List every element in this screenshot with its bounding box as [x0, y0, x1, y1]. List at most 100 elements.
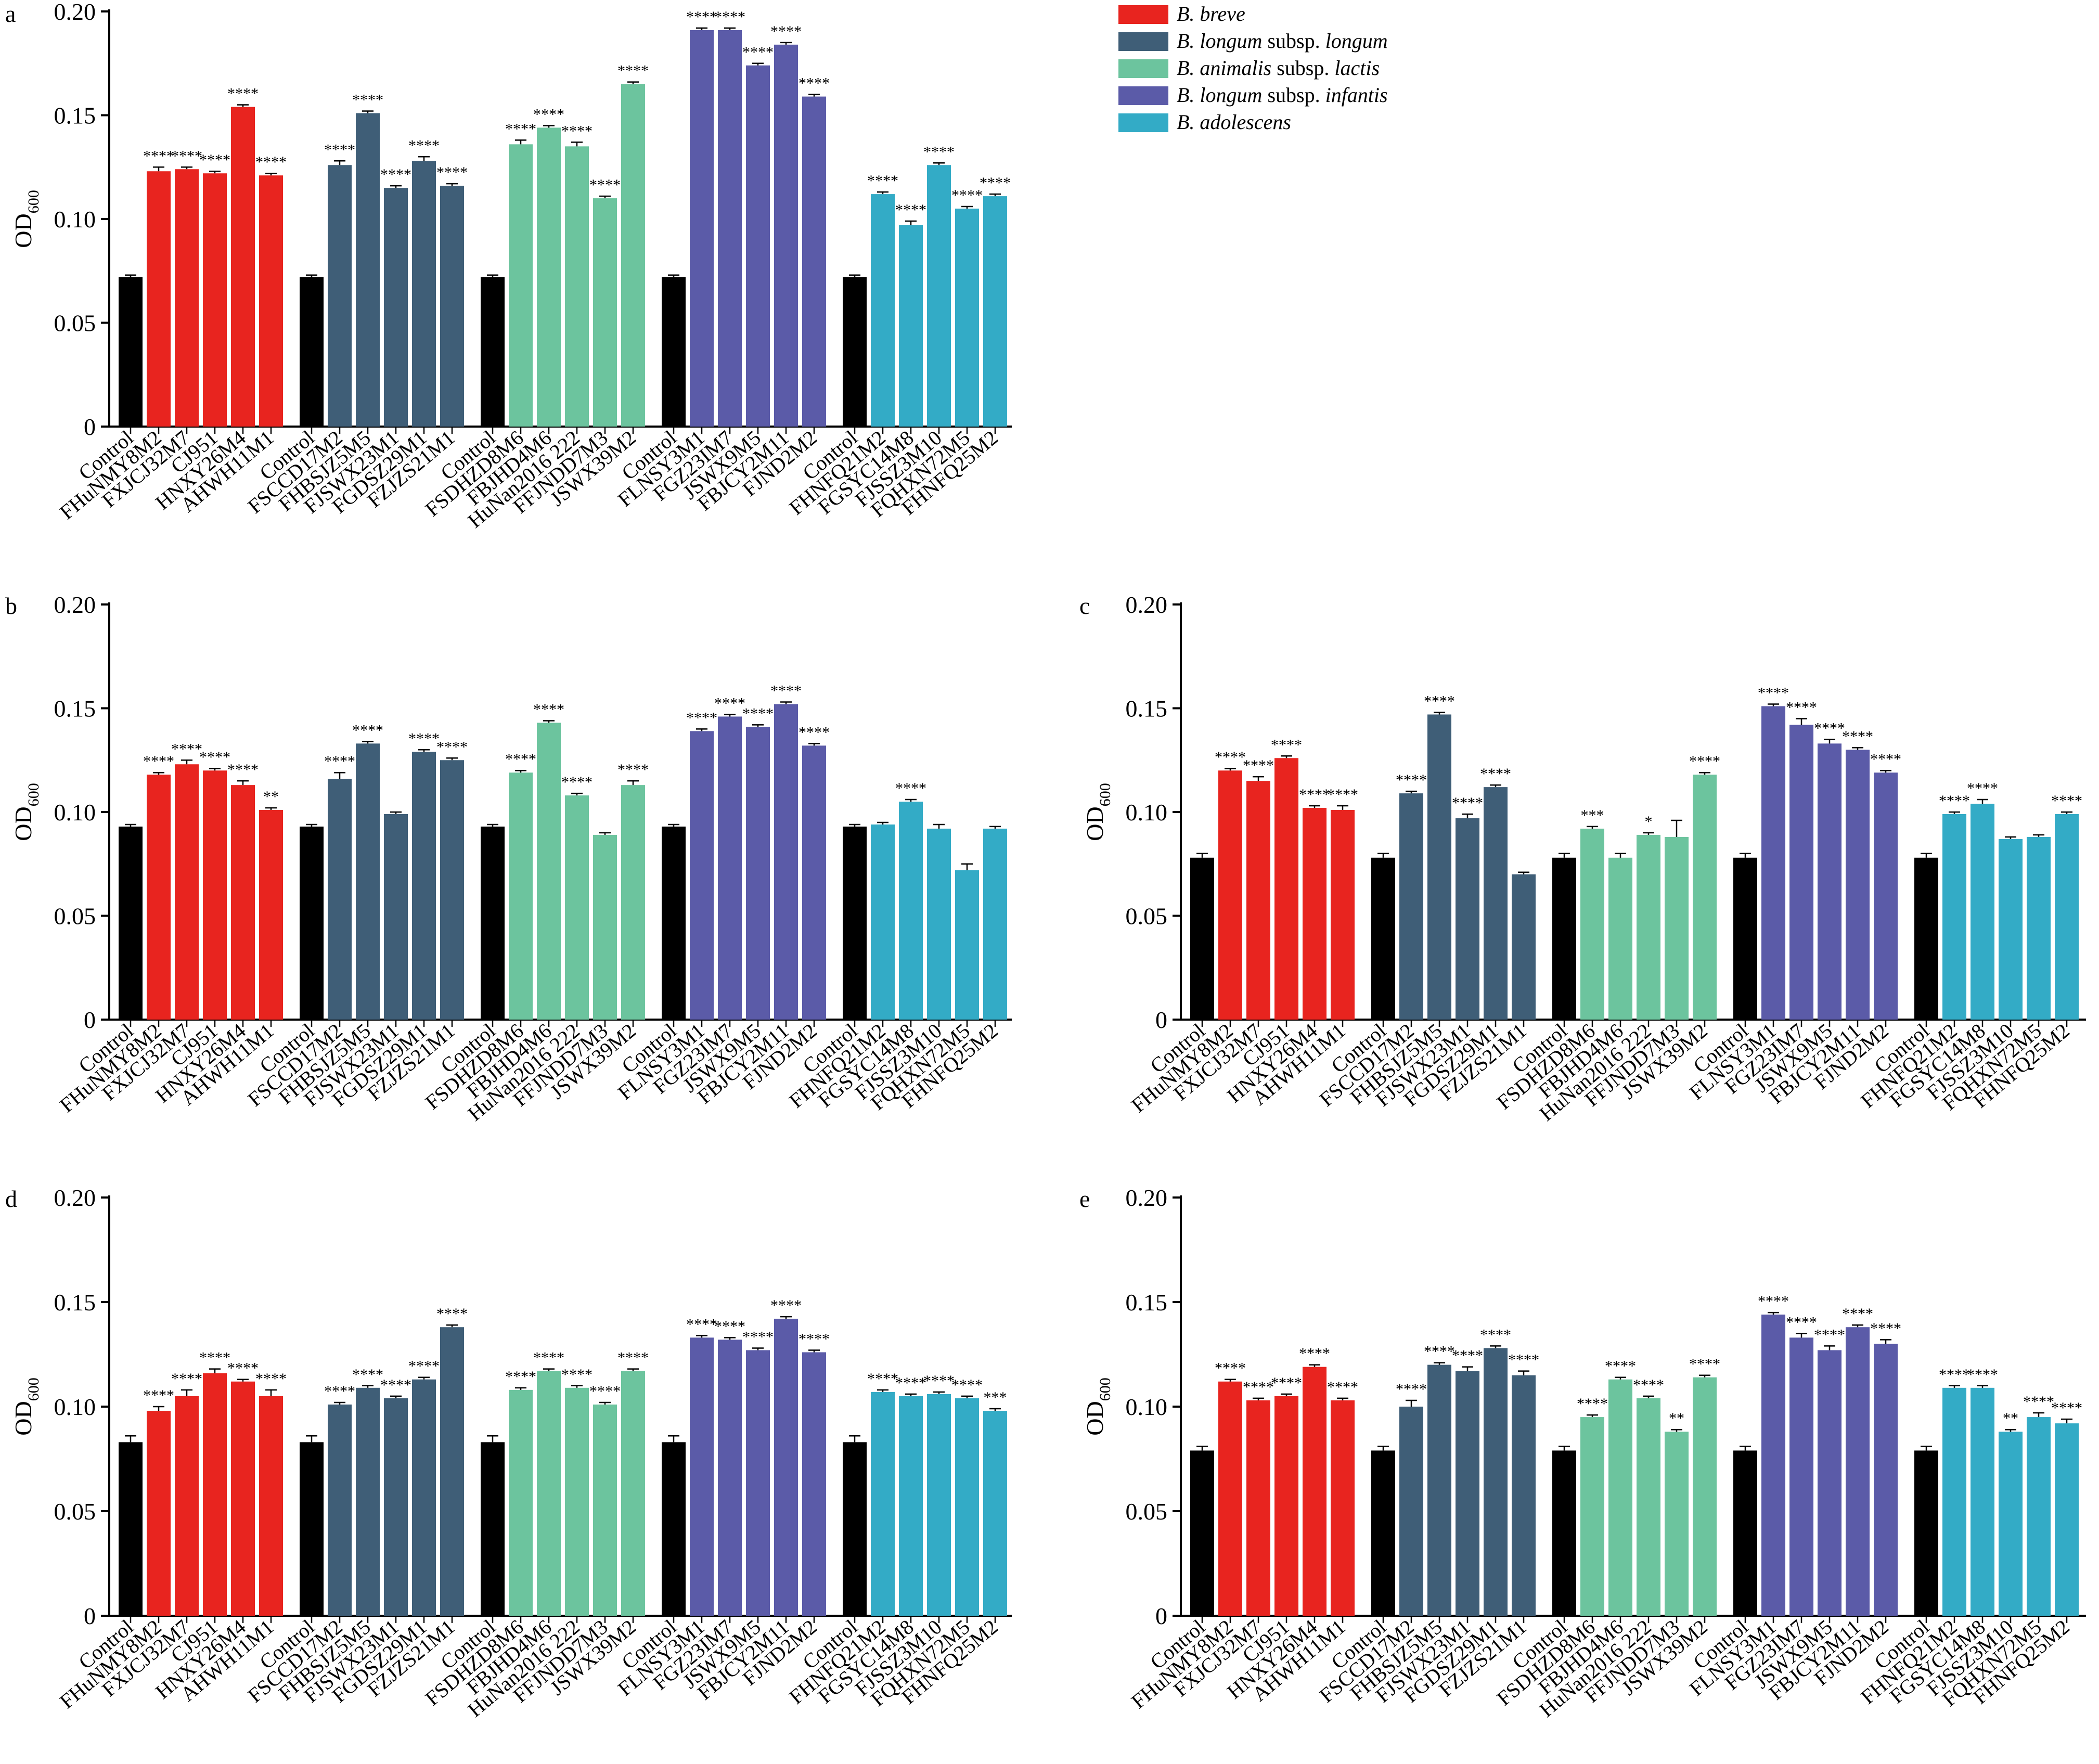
significance-label: **** [714, 8, 745, 25]
significance-label: **** [2051, 1399, 2082, 1417]
y-tick-label: 0.05 [54, 903, 96, 930]
legend-label: B. longum subsp. infantis [1177, 83, 1388, 107]
significance-label: **** [324, 141, 355, 158]
panel-letter: d [5, 1186, 17, 1212]
bar-fjswx23m1 [384, 188, 408, 427]
y-tick-label: 0.15 [54, 102, 96, 129]
significance-label: **** [436, 738, 468, 755]
bar-fbjcy2m11 [1846, 1327, 1870, 1616]
bar-hunan2016-222 [1637, 834, 1660, 1020]
bar-fgsyc14m8 [1971, 1387, 1994, 1616]
significance-label: **** [1577, 1395, 1608, 1412]
significance-label: **** [1786, 699, 1817, 716]
significance-label: **** [1271, 736, 1302, 753]
bar-fzjzs21m1 [440, 760, 464, 1020]
significance-label: **** [1299, 786, 1330, 803]
bar-ahwh11m1 [259, 1396, 283, 1616]
bar-fgsyc14m8 [899, 225, 923, 427]
significance-label: **** [1842, 728, 1873, 745]
bar-fqhxn72m5 [955, 1398, 979, 1616]
bar-ffjndd7m3 [593, 1404, 617, 1616]
legend-item-b-adolescens: B. adolescens [1118, 110, 1291, 134]
legend-swatch [1118, 59, 1168, 78]
bar-fsdhzd8m6 [1580, 1417, 1604, 1616]
bar-fqhxn72m5 [955, 870, 979, 1020]
bar-jswx39m2 [1693, 1377, 1717, 1616]
legend-swatch [1118, 86, 1168, 105]
significance-label: **** [1633, 1376, 1664, 1394]
panel-letter: c [1079, 593, 1090, 619]
y-tick-label: 0.10 [54, 1394, 96, 1420]
bar-control [300, 277, 324, 427]
significance-label: ** [263, 788, 279, 805]
significance-label: **** [617, 62, 649, 80]
significance-label: **** [1689, 753, 1720, 770]
bar-hunan2016-222 [565, 795, 589, 1020]
significance-label: **** [742, 44, 774, 61]
y-tick-label: 0.10 [54, 206, 96, 233]
significance-label: **** [352, 1366, 383, 1383]
bar-ahwh11m1 [1331, 810, 1355, 1020]
significance-label: **** [171, 1370, 202, 1387]
bar-fhnfq21m2 [1942, 1387, 1966, 1616]
bar-control [1914, 1450, 1938, 1616]
bar-group-b-longum-subsp-longum: Control****FSCCD17M2****FHBSJZ5M5****FJS… [243, 1305, 468, 1707]
bar-fjssz3m10 [927, 828, 951, 1020]
significance-label: **** [714, 1318, 745, 1335]
bar-ahwh11m1 [1331, 1400, 1355, 1616]
bar-group-b-longum-subsp-infantis: Control****FLNSY3M1****FGZ23IM7****JSWX9… [613, 683, 830, 1109]
y-tick-label: 0.20 [54, 1184, 96, 1211]
significance-label: **** [895, 201, 926, 218]
significance-label: **** [1605, 1358, 1636, 1375]
significance-label: **** [143, 753, 174, 770]
bar-fsccd17m2 [328, 779, 352, 1020]
bar-cj951 [203, 770, 227, 1020]
significance-label: **** [408, 1358, 440, 1375]
bar-control [1371, 857, 1395, 1020]
y-axis-label: OD600 [10, 1377, 42, 1435]
bar-ffjndd7m3 [1665, 1432, 1689, 1616]
bar-group-b-animalis-subsp-lactis: Control****FSDHZD8M6****FBJHD4M6****HuNa… [421, 701, 649, 1125]
significance-label: **** [686, 8, 717, 25]
y-tick-label: 0 [1155, 1007, 1167, 1033]
significance-label: **** [561, 122, 593, 139]
y-tick-label: 0.15 [1126, 696, 1168, 722]
bar-control [1552, 1450, 1576, 1616]
significance-label: **** [505, 1368, 536, 1385]
bar-fxjcj32m7 [1246, 781, 1270, 1020]
significance-label: **** [533, 701, 564, 718]
bar-group-b-longum-subsp-infantis: Control****FLNSY3M1****FGZ23IM7****JSWX9… [613, 1297, 830, 1704]
significance-label: **** [1786, 1314, 1817, 1331]
bar-fjnd2m2 [1874, 1344, 1898, 1616]
bar-fhunmy8m2 [147, 775, 171, 1020]
bar-fgdsz29m1 [412, 752, 436, 1020]
significance-label: **** [380, 166, 411, 183]
legend-swatch [1118, 5, 1168, 24]
significance-label: **** [742, 1328, 774, 1345]
bar-fhunmy8m2 [147, 1411, 171, 1616]
significance-label: **** [923, 143, 955, 160]
significance-label: **** [143, 1387, 174, 1404]
significance-label: **** [1870, 1320, 1901, 1337]
significance-label: **** [533, 1349, 564, 1367]
significance-label: **** [1842, 1305, 1873, 1322]
legend-label: B. breve [1177, 2, 1245, 25]
y-tick-label: 0 [84, 1007, 96, 1033]
significance-label: **** [324, 1383, 355, 1400]
significance-label: **** [770, 1297, 802, 1314]
significance-label: **** [770, 683, 802, 700]
significance-label: **** [380, 1376, 411, 1394]
significance-label: **** [1967, 1366, 1998, 1383]
legend-label: B. longum subsp. longum [1177, 29, 1388, 53]
legend-label: B. adolescens [1177, 110, 1291, 134]
bar-fbjhd4m6 [537, 723, 561, 1020]
bar-fsdhzd8m6 [509, 1389, 533, 1616]
significance-label: **** [1215, 1360, 1246, 1377]
significance-label: **** [171, 147, 202, 164]
bar-ffjndd7m3 [593, 834, 617, 1020]
significance-label: **** [799, 75, 830, 92]
bar-fxjcj32m7 [175, 1396, 199, 1616]
panel-letter: b [5, 593, 17, 619]
